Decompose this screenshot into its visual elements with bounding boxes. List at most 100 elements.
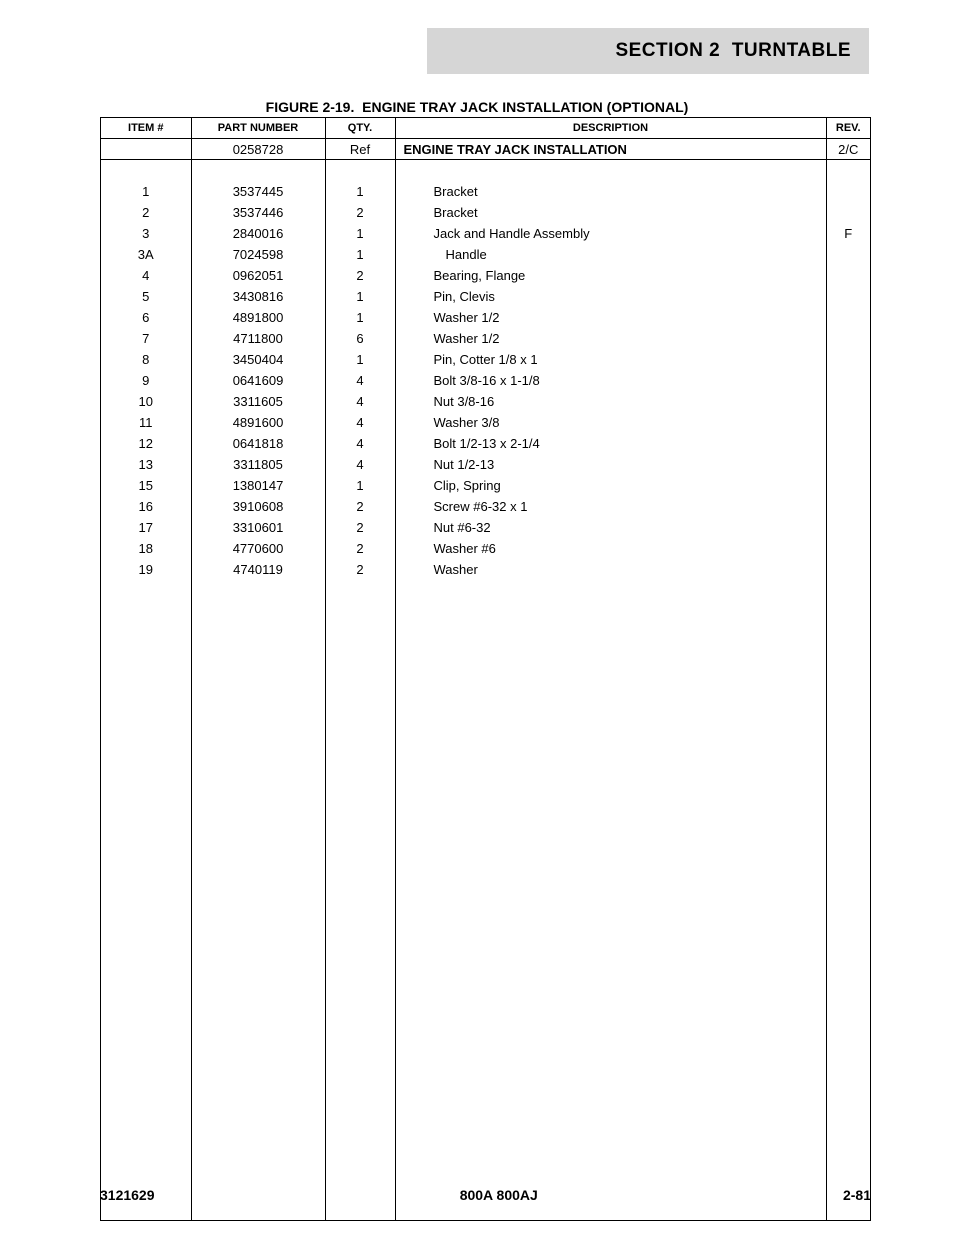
cell-item: 18 [101, 538, 191, 559]
cell-desc: Pin, Clevis [395, 286, 826, 307]
cell-rev [826, 412, 870, 433]
cell-item: 6 [101, 307, 191, 328]
table-row: 409620512Bearing, Flange [101, 265, 870, 286]
table-row: 1033116054Nut 3/8-16 [101, 391, 870, 412]
cell-item: 1 [101, 181, 191, 202]
cell-item: 17 [101, 517, 191, 538]
cell-desc: Pin, Cotter 1/8 x 1 [395, 349, 826, 370]
table-row: 0258728RefENGINE TRAY JACK INSTALLATION2… [101, 139, 870, 160]
table-row: 1333118054Nut 1/2-13 [101, 454, 870, 475]
cell-qty: 1 [325, 349, 395, 370]
page-footer: 3121629 800A 800AJ 2-81 [100, 1187, 871, 1203]
cell-rev: F [826, 223, 870, 244]
cell-rev [826, 328, 870, 349]
table-body: 0258728RefENGINE TRAY JACK INSTALLATION2… [101, 139, 870, 1220]
cell-item [101, 139, 191, 160]
table-row: 3A70245981Handle [101, 244, 870, 265]
table-row: 534308161Pin, Clevis [101, 286, 870, 307]
cell-desc: Bracket [395, 181, 826, 202]
cell-desc: Bearing, Flange [395, 265, 826, 286]
col-header-rev: REV. [826, 118, 870, 139]
cell-desc: Nut 1/2-13 [395, 454, 826, 475]
cell-qty: 4 [325, 370, 395, 391]
cell-part: 3311805 [191, 454, 325, 475]
spacer-row [101, 160, 870, 181]
cell-rev [826, 181, 870, 202]
cell-qty: 1 [325, 286, 395, 307]
section-title: SECTION 2 TURNTABLE [615, 40, 851, 62]
cell-qty: 1 [325, 244, 395, 265]
cell-qty: 1 [325, 307, 395, 328]
cell-part: 7024598 [191, 244, 325, 265]
cell-item: 4 [101, 265, 191, 286]
col-header-item: ITEM # [101, 118, 191, 139]
cell-qty: 2 [325, 496, 395, 517]
cell-rev [826, 496, 870, 517]
cell-part: 4770600 [191, 538, 325, 559]
table-row: 747118006Washer 1/2 [101, 328, 870, 349]
cell-qty: Ref [325, 139, 395, 160]
cell-item: 9 [101, 370, 191, 391]
section-name: TURNTABLE [732, 40, 851, 61]
cell-rev [826, 454, 870, 475]
cell-part: 3910608 [191, 496, 325, 517]
cell-desc: Screw #6-32 x 1 [395, 496, 826, 517]
parts-table-container: ITEM # PART NUMBER QTY. DESCRIPTION REV.… [100, 117, 871, 1221]
table-header-row: ITEM # PART NUMBER QTY. DESCRIPTION REV. [101, 118, 870, 139]
cell-part: 3310601 [191, 517, 325, 538]
cell-qty: 1 [325, 181, 395, 202]
cell-qty: 4 [325, 433, 395, 454]
cell-desc: Bolt 3/8-16 x 1-1/8 [395, 370, 826, 391]
cell-rev [826, 202, 870, 223]
cell-qty: 2 [325, 202, 395, 223]
cell-item: 7 [101, 328, 191, 349]
cell-desc: Handle [395, 244, 826, 265]
footer-right: 2-81 [843, 1187, 871, 1203]
footer-center: 800A 800AJ [460, 1187, 538, 1203]
cell-qty: 1 [325, 223, 395, 244]
table-row: 1733106012Nut #6-32 [101, 517, 870, 538]
table-row: 1206418184Bolt 1/2-13 x 2-1/4 [101, 433, 870, 454]
cell-rev [826, 475, 870, 496]
cell-part: 4711800 [191, 328, 325, 349]
cell-qty: 2 [325, 559, 395, 580]
cell-part: 0258728 [191, 139, 325, 160]
cell-rev [826, 433, 870, 454]
col-header-qty: QTY. [325, 118, 395, 139]
cell-desc: Washer 1/2 [395, 328, 826, 349]
cell-desc: Bracket [395, 202, 826, 223]
cell-desc: Washer [395, 559, 826, 580]
table-row: 235374462Bracket [101, 202, 870, 223]
table-row: 1847706002Washer #6 [101, 538, 870, 559]
cell-rev [826, 349, 870, 370]
section-header-band: SECTION 2 TURNTABLE [427, 28, 869, 74]
cell-part: 4891600 [191, 412, 325, 433]
cell-rev [826, 286, 870, 307]
cell-part: 4891800 [191, 307, 325, 328]
cell-item: 15 [101, 475, 191, 496]
figure-title: FIGURE 2-19. ENGINE TRAY JACK INSTALLATI… [0, 99, 954, 115]
cell-desc: Nut #6-32 [395, 517, 826, 538]
cell-item: 3A [101, 244, 191, 265]
cell-item: 11 [101, 412, 191, 433]
col-header-desc: DESCRIPTION [395, 118, 826, 139]
cell-desc: Bolt 1/2-13 x 2-1/4 [395, 433, 826, 454]
cell-item: 2 [101, 202, 191, 223]
cell-item: 3 [101, 223, 191, 244]
cell-item: 12 [101, 433, 191, 454]
figure-name: ENGINE TRAY JACK INSTALLATION (OPTIONAL) [362, 99, 688, 115]
cell-item: 16 [101, 496, 191, 517]
cell-qty: 2 [325, 265, 395, 286]
cell-desc: Washer 1/2 [395, 307, 826, 328]
cell-part: 3450404 [191, 349, 325, 370]
cell-part: 0641609 [191, 370, 325, 391]
cell-desc: Washer 3/8 [395, 412, 826, 433]
cell-rev [826, 370, 870, 391]
table-row: 906416094Bolt 3/8-16 x 1-1/8 [101, 370, 870, 391]
table-row: 135374451Bracket [101, 181, 870, 202]
figure-prefix: FIGURE 2-19. [266, 99, 355, 115]
cell-rev [826, 244, 870, 265]
cell-rev [826, 517, 870, 538]
parts-table: ITEM # PART NUMBER QTY. DESCRIPTION REV.… [101, 118, 870, 1220]
cell-part: 0641818 [191, 433, 325, 454]
